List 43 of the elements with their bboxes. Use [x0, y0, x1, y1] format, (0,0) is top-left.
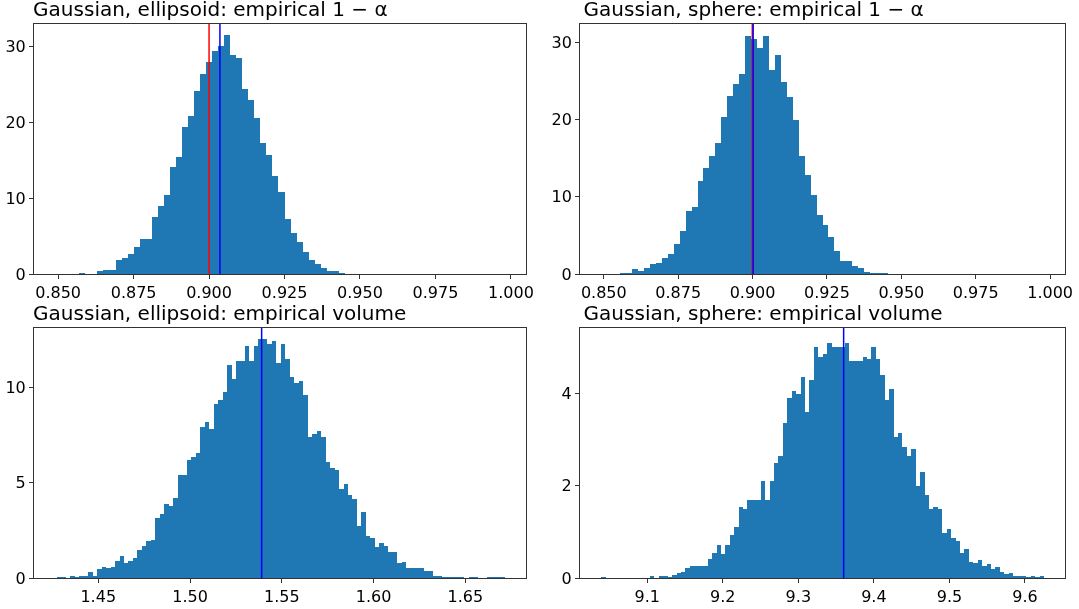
y-tick-label: 0 [561, 568, 572, 588]
x-tick-label: 9.4 [861, 587, 887, 607]
y-tick-label: 20 [5, 113, 26, 133]
y-tick-label: 10 [5, 377, 26, 397]
x-tick-label: 0.975 [952, 283, 999, 303]
x-tick-label: 0.900 [729, 283, 776, 303]
x-tick-label: 0.875 [655, 283, 702, 303]
y-tick-label: 0 [15, 264, 26, 284]
x-tick-label: 1.000 [488, 283, 534, 303]
x-tick-label: 0.850 [580, 283, 627, 303]
x-tick-label: 1.60 [355, 587, 392, 607]
y-tick-label: 20 [551, 110, 572, 130]
x-tick-label: 9.1 [634, 587, 660, 607]
y-tick-label: 4 [561, 384, 572, 404]
chart-title: Gaussian, ellipsoid: empirical 1 − α [33, 0, 388, 21]
x-tick-label: 0.925 [261, 283, 308, 303]
x-tick-label: 1.45 [80, 587, 117, 607]
y-tick-label: 0 [15, 568, 26, 588]
x-tick-label: 0.850 [35, 283, 82, 303]
x-tick-label: 0.975 [412, 283, 459, 303]
y-tick-label: 0 [561, 264, 572, 284]
x-tick-label: 0.900 [186, 283, 232, 303]
x-tick-label: 1.55 [264, 587, 300, 607]
y-tick-label: 2 [561, 476, 572, 496]
y-tick-label: 30 [551, 33, 572, 53]
chart-title: Gaussian, sphere: empirical volume [583, 300, 943, 325]
x-tick-label: 9.2 [710, 587, 736, 607]
x-tick-label: 0.875 [110, 283, 157, 303]
x-tick-label: 0.950 [878, 283, 925, 303]
y-tick-label: 30 [5, 37, 26, 57]
x-tick-label: 1.000 [1027, 283, 1074, 303]
y-tick-label: 10 [551, 187, 572, 207]
chart-title: Gaussian, ellipsoid: empirical volume [33, 300, 407, 325]
y-tick-label: 5 [15, 473, 26, 493]
x-tick-label: 1.65 [447, 587, 484, 607]
chart-title: Gaussian, sphere: empirical 1 − α [583, 0, 924, 21]
x-tick-label: 9.3 [785, 587, 812, 607]
x-tick-label: 0.925 [804, 283, 850, 303]
y-tick-label: 10 [5, 188, 26, 208]
x-tick-label: 9.5 [936, 587, 963, 607]
x-tick-label: 0.950 [337, 283, 383, 303]
x-tick-label: 9.6 [1012, 587, 1038, 607]
x-tick-label: 1.50 [172, 587, 208, 607]
